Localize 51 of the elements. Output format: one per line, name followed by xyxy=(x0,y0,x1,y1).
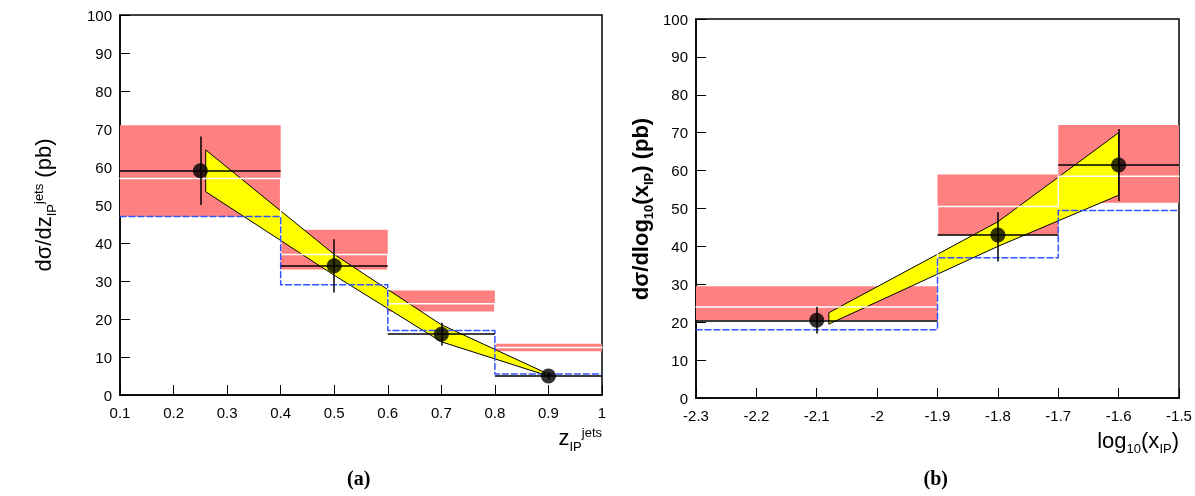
y-tick-label: 80 xyxy=(671,86,688,104)
point xyxy=(433,326,449,342)
y-tick-label: 0 xyxy=(103,386,112,404)
text: (b) xyxy=(923,467,948,490)
point xyxy=(192,163,208,179)
y-tick-label: 40 xyxy=(95,234,112,252)
y-tick-label: 60 xyxy=(95,158,112,176)
y-tick-label: 30 xyxy=(671,275,688,293)
point xyxy=(540,368,556,384)
x-tick-label: 0.3 xyxy=(216,404,238,421)
x-tick-label: -1.7 xyxy=(1045,407,1072,424)
x-tick-label: 0.8 xyxy=(484,404,506,421)
y-tick-label: 70 xyxy=(95,120,112,138)
x-tick-label: -1.9 xyxy=(924,407,951,424)
text: (a) xyxy=(347,467,371,490)
x-tick-label: 0.2 xyxy=(163,404,184,421)
y-tick-label: 20 xyxy=(671,313,688,331)
x-tick-label: 0.6 xyxy=(377,404,399,421)
x-tick-label: -1.5 xyxy=(1166,407,1192,424)
y-tick-label: 20 xyxy=(95,310,112,328)
x-tick-label: -2 xyxy=(870,407,884,424)
x-tick-label: -2.1 xyxy=(803,407,830,424)
y-tick-label: 70 xyxy=(671,124,688,142)
x-tick-label: 0.7 xyxy=(430,404,452,421)
x-tick-label: 0.1 xyxy=(109,404,131,421)
y-tick-label: 40 xyxy=(671,237,688,255)
y-tick-label: 80 xyxy=(95,82,112,100)
y-tick-label: 10 xyxy=(95,348,112,366)
y-tick-label: 0 xyxy=(679,389,688,407)
x-tick-label: -2.3 xyxy=(683,407,709,424)
point xyxy=(809,312,825,328)
y-tick-label: 60 xyxy=(671,162,688,180)
y-tick-label: 50 xyxy=(671,200,688,217)
y-tick-label: 10 xyxy=(671,351,688,369)
x-tick-label: -1.6 xyxy=(1105,407,1132,424)
y-tick-label: 100 xyxy=(662,10,688,28)
point xyxy=(990,227,1006,243)
x-tick-label: 0.5 xyxy=(323,404,345,421)
y-tick-label: 100 xyxy=(86,6,112,24)
x-tick-label: -1.8 xyxy=(984,407,1011,424)
x-tick-label: 1 xyxy=(597,404,607,421)
point xyxy=(1111,157,1127,173)
y-tick-label: 90 xyxy=(671,48,688,66)
x-tick-label: 0.9 xyxy=(538,404,559,421)
x-tick-label: -2.2 xyxy=(743,407,770,424)
y-tick-label: 30 xyxy=(95,272,112,290)
y-tick-label: 90 xyxy=(95,44,112,62)
point xyxy=(326,258,342,274)
x-axis-title: log$_{10}$(x$_{IP}$) xyxy=(1097,428,1179,457)
y-tick-label: 50 xyxy=(95,196,112,214)
x-tick-label: 0.4 xyxy=(270,404,292,421)
